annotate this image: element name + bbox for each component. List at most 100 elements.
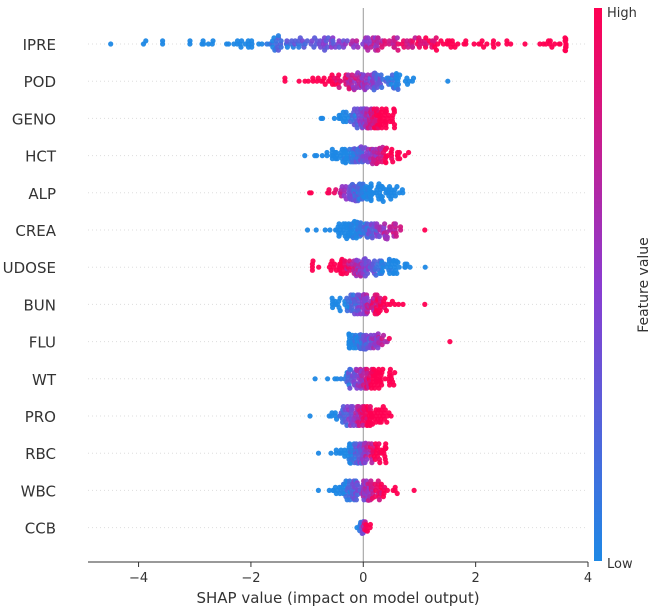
x-tick-label: 0	[359, 571, 367, 586]
point-geno-1	[320, 115, 326, 121]
point-ipre-2	[143, 38, 149, 44]
point-ipre-207	[508, 41, 514, 47]
point-ipre-88	[330, 38, 336, 44]
point-bun-118	[400, 301, 406, 307]
point-wt-86	[372, 385, 378, 391]
point-ipre-189	[449, 38, 455, 44]
point-pod-2	[296, 78, 302, 84]
point-flu-108	[386, 335, 392, 342]
point-pod-6	[310, 75, 316, 81]
points-bun	[329, 292, 428, 317]
point-ipre-100	[350, 38, 356, 44]
point-wt-15	[347, 385, 353, 391]
point-crea-0	[304, 227, 311, 233]
point-crea-100	[376, 233, 382, 240]
point-geno-139	[391, 107, 397, 113]
point-pro-115	[382, 407, 388, 413]
point-ipre-146	[395, 41, 401, 47]
point-pod-132	[397, 72, 403, 78]
point-ipre-203	[491, 44, 497, 50]
point-wt-3	[334, 376, 340, 382]
point-hct-130	[389, 146, 395, 152]
points-wbc	[315, 478, 417, 503]
point-ipre-195	[471, 41, 477, 47]
point-ipre-208	[522, 41, 528, 47]
point-pod-106	[379, 84, 385, 90]
point-wt-1	[325, 376, 331, 382]
point-ipre-199	[481, 44, 487, 50]
point-wt-119	[391, 382, 397, 388]
point-pod-11	[321, 75, 327, 81]
feature-label-pod: POD	[24, 73, 56, 91]
point-ipre-12	[210, 38, 216, 44]
point-hct-14	[333, 149, 339, 156]
point-wbc-46	[353, 497, 359, 503]
point-crea-114	[384, 236, 390, 242]
point-wt-107	[380, 366, 386, 372]
point-ccb-26	[363, 522, 369, 528]
feature-label-wt: WT	[32, 371, 57, 389]
point-ipre-91	[336, 38, 342, 44]
points-ipre	[108, 33, 569, 54]
point-alp-4	[326, 190, 332, 196]
point-ipre-216	[552, 41, 558, 47]
point-rbc-106	[383, 460, 389, 466]
point-ipre-204	[495, 41, 501, 47]
point-alp-126	[394, 184, 400, 190]
feature-label-rbc: RBC	[25, 445, 56, 463]
point-pod-37	[346, 86, 352, 92]
point-rbc-95	[376, 441, 382, 447]
x-tick-label: 4	[584, 571, 592, 586]
point-rbc-105	[383, 441, 389, 447]
point-rbc-81	[369, 441, 375, 447]
point-pro-0	[307, 413, 313, 419]
point-pod-131	[395, 81, 401, 87]
points-wt	[312, 366, 398, 391]
point-alp-129	[399, 187, 405, 193]
point-ipre-27	[249, 44, 255, 50]
point-ipre-64	[304, 38, 310, 44]
point-udose-10	[332, 261, 338, 267]
point-alp-15	[343, 184, 349, 190]
point-flu-105	[380, 332, 387, 338]
point-wt-0	[312, 376, 318, 382]
point-ipre-103	[354, 38, 360, 44]
point-geno-12	[343, 109, 349, 115]
point-pod-12	[322, 81, 328, 87]
point-ipre-144	[394, 35, 400, 41]
point-ipre-200	[484, 41, 490, 47]
point-alp-1	[308, 190, 314, 196]
point-bun-107	[377, 308, 383, 314]
point-ipre-191	[455, 41, 461, 47]
point-udose-118	[386, 256, 392, 262]
point-alp-111	[380, 198, 386, 204]
point-ipre-92	[336, 44, 342, 50]
point-alp-92	[368, 181, 374, 187]
point-crea-108	[382, 221, 388, 227]
points-pod	[282, 70, 451, 93]
point-bun-117	[396, 301, 402, 307]
point-ipre-97	[344, 38, 350, 44]
point-ipre-81	[324, 44, 331, 50]
point-ipre-198	[479, 38, 485, 44]
point-ipre-169	[423, 35, 429, 41]
point-wbc-114	[384, 487, 390, 493]
x-tick-label: −2	[241, 571, 260, 586]
point-pro-51	[356, 422, 362, 428]
points-udose	[309, 256, 428, 279]
point-hct-0	[302, 153, 308, 159]
point-rbc-96	[377, 460, 383, 466]
colorbar-high-label: High	[607, 6, 637, 21]
points-crea	[304, 218, 428, 242]
point-geno-130	[386, 112, 392, 118]
point-ipre-226	[562, 48, 569, 54]
point-pro-34	[350, 404, 356, 410]
points-alp	[307, 181, 406, 204]
point-pod-24	[336, 72, 342, 78]
point-crea-1	[313, 227, 319, 233]
point-crea-72	[364, 221, 370, 227]
point-wbc-109	[378, 481, 384, 487]
point-bun-10	[337, 308, 343, 314]
point-ccb-29	[367, 521, 373, 528]
point-rbc-1	[328, 450, 334, 456]
